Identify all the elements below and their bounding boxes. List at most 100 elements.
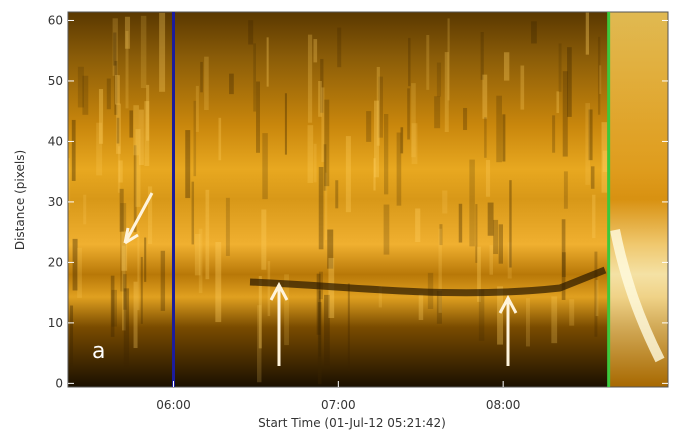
streak [551, 296, 558, 344]
streak [307, 125, 314, 183]
streak [144, 101, 150, 167]
streak [185, 130, 191, 199]
streak [116, 103, 121, 154]
x-tick-label: 07:00 [321, 398, 356, 412]
streak [114, 60, 118, 115]
streak [383, 204, 390, 255]
streak [509, 180, 512, 268]
streak [426, 34, 430, 90]
streak [147, 186, 153, 244]
streak [133, 105, 139, 156]
bright-region [610, 12, 668, 387]
streak [415, 208, 421, 243]
streak [323, 144, 327, 191]
streak [70, 305, 74, 370]
streak [257, 305, 262, 383]
streak [489, 245, 493, 275]
streak [337, 27, 342, 68]
streak [125, 30, 129, 109]
streak [531, 21, 537, 44]
streak [307, 34, 313, 123]
streaks [68, 12, 609, 385]
streak [590, 166, 595, 189]
streak [194, 233, 201, 276]
streak [159, 12, 166, 92]
streak [146, 84, 150, 141]
plot-frame [67, 11, 669, 388]
streak [463, 107, 468, 131]
streak [124, 16, 131, 49]
arrow [498, 294, 518, 366]
streak [442, 190, 448, 214]
streak [160, 250, 166, 311]
streak [444, 52, 449, 133]
streak [324, 294, 330, 367]
y-tick-label: 20 [48, 255, 63, 269]
streak [597, 36, 601, 115]
streak [487, 202, 494, 236]
streak [258, 276, 262, 349]
streak [478, 289, 485, 341]
streak [266, 37, 269, 87]
y-tick-label: 30 [48, 195, 63, 209]
streak [411, 83, 416, 158]
y-axis-label: Distance (pixels) [13, 150, 27, 250]
streak [248, 20, 254, 45]
streak [229, 73, 234, 95]
streak [68, 158, 71, 211]
arrow [123, 192, 154, 245]
streak [482, 74, 488, 119]
streak [218, 117, 222, 161]
streak [71, 119, 76, 181]
streak [569, 299, 575, 326]
streak [117, 146, 121, 193]
streak [77, 247, 82, 298]
streak [475, 204, 478, 263]
streak [407, 88, 410, 140]
streak [594, 251, 598, 337]
streak [484, 117, 487, 158]
streak [599, 65, 602, 95]
streak [396, 132, 402, 206]
streak [400, 127, 404, 154]
dark-track [249, 266, 607, 297]
streak [318, 290, 321, 357]
streak [418, 293, 424, 321]
streak [327, 229, 334, 269]
streak [324, 172, 328, 241]
streak [123, 274, 127, 310]
streak [366, 111, 372, 142]
streak [119, 188, 124, 232]
streak [138, 109, 144, 165]
streak [601, 122, 608, 193]
bright-feature [610, 229, 665, 363]
streak [436, 62, 442, 97]
streak [562, 71, 568, 157]
streak [561, 219, 566, 300]
streak [121, 231, 128, 271]
streak [205, 189, 210, 280]
streak [384, 114, 389, 195]
streak [378, 76, 383, 138]
streak [98, 89, 104, 144]
streak [498, 224, 503, 264]
streak [439, 224, 443, 246]
y-tick-label: 10 [48, 316, 63, 330]
y-tick-label: 50 [48, 74, 63, 88]
x-axis-label: Start Time (01-Jul-12 05:21:42) [258, 416, 446, 430]
streak [140, 256, 143, 324]
streak [602, 150, 609, 172]
streak [256, 81, 261, 153]
streak [502, 114, 506, 162]
streak [345, 136, 351, 213]
streak [261, 209, 267, 270]
streak [408, 37, 411, 87]
streak [113, 32, 117, 66]
streak [267, 261, 271, 317]
streak [595, 280, 599, 317]
streak [438, 228, 442, 313]
streak [335, 180, 339, 209]
arrow [269, 281, 289, 366]
streak [140, 15, 147, 89]
x-tick-label: 06:00 [156, 398, 191, 412]
